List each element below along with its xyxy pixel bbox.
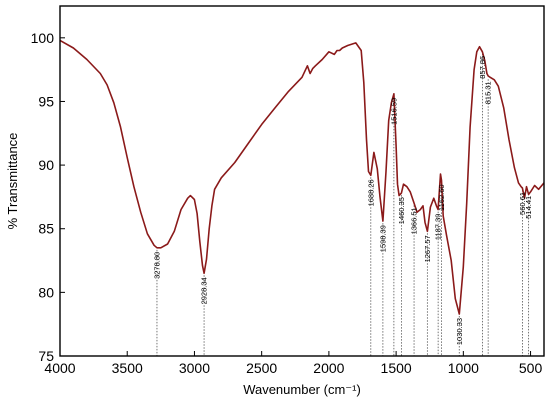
x-axis-title: Wavenumber (cm⁻¹) (243, 382, 361, 397)
x-tick-label: 1000 (448, 360, 479, 376)
x-axis: 4000 3500 3000 2500 2000 1500 1000 500 (44, 351, 542, 376)
y-tick-label: 90 (38, 157, 54, 173)
y-tick-label: 95 (38, 93, 54, 109)
peak-label: 1030.33 (455, 318, 464, 345)
x-tick-label: 3000 (179, 360, 210, 376)
peak-label: 2928.34 (200, 277, 209, 304)
x-tick-label: 3500 (112, 360, 143, 376)
peak-label: 1162.60 (437, 184, 446, 211)
x-tick-label: 2000 (313, 360, 344, 376)
y-axis-title: % Transmittance (5, 133, 20, 230)
plot-frame (59, 5, 545, 357)
peak-guides (156, 53, 530, 356)
x-tick-label: 4000 (44, 360, 75, 376)
peak-label: 1366.51 (410, 207, 419, 234)
peak-label: 1516.59 (389, 98, 398, 125)
x-tick-label: 500 (519, 360, 543, 376)
y-tick-label: 80 (38, 284, 54, 300)
peak-label: 1688.26 (366, 179, 375, 206)
y-tick-label: 75 (38, 348, 54, 364)
y-tick-label: 100 (31, 30, 55, 46)
peak-label: 560.61 (518, 192, 527, 215)
peak-labels: 3278.80 2928.34 1688.26 1598.39 1516.59 1460.… (153, 56, 534, 345)
y-tick-label: 85 (38, 221, 54, 237)
peak-label: 1267.57 (423, 235, 432, 262)
x-tick-label: 2500 (246, 360, 277, 376)
peak-label: 1187.39 (434, 214, 443, 241)
peak-label: 514.41 (524, 196, 533, 219)
peak-label: 3278.80 (153, 252, 162, 279)
peak-label: 857.86 (478, 56, 487, 79)
spectrum-line (59, 39, 545, 315)
peak-label: 815.31 (484, 81, 493, 104)
y-axis: 75 80 85 90 95 100 (31, 30, 65, 364)
peak-label: 1598.39 (378, 225, 387, 252)
peak-label: 1460.35 (397, 197, 406, 224)
x-tick-label: 1500 (381, 360, 412, 376)
